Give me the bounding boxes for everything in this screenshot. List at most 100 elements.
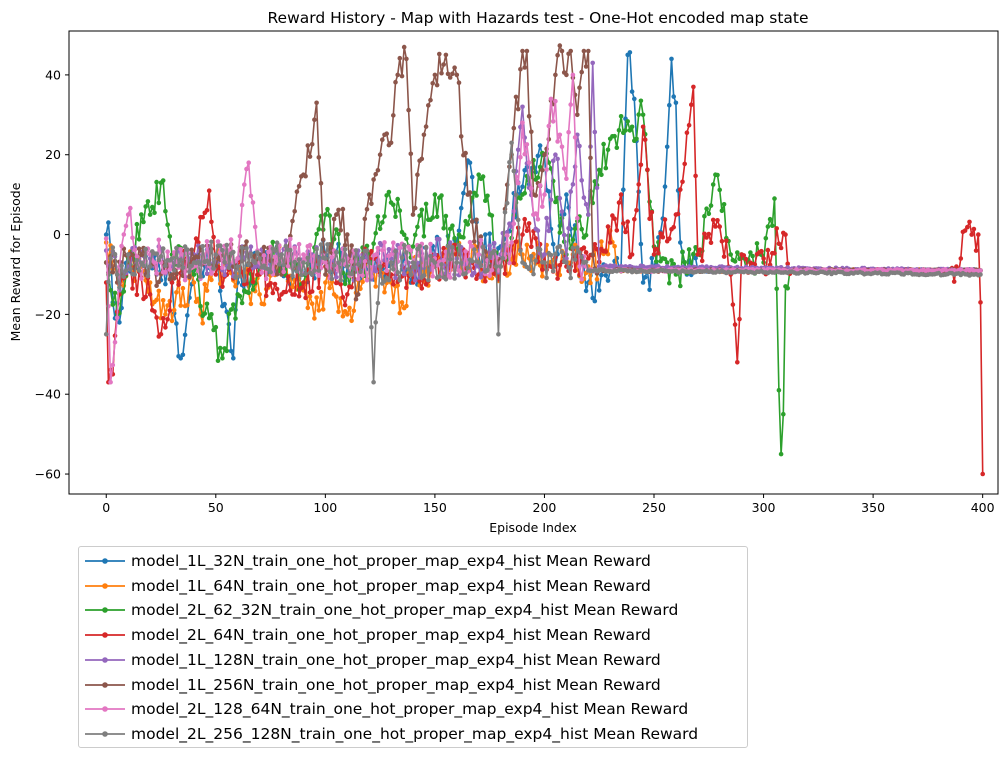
data-point <box>200 244 205 249</box>
data-point <box>362 258 368 264</box>
data-point <box>971 226 977 232</box>
x-axis-label: Episode Index <box>489 520 576 535</box>
data-point <box>272 254 278 260</box>
data-point <box>439 70 444 76</box>
data-point <box>557 230 563 235</box>
data-point <box>110 362 116 368</box>
data-point <box>432 252 438 257</box>
data-point <box>785 261 790 267</box>
data-point <box>564 192 569 197</box>
data-point <box>588 155 593 161</box>
data-point <box>250 287 256 292</box>
data-point <box>430 215 436 220</box>
data-point <box>474 217 479 223</box>
data-point <box>209 271 214 276</box>
data-point <box>568 275 573 281</box>
data-point <box>125 252 131 257</box>
data-point <box>487 254 493 260</box>
data-point <box>391 202 396 208</box>
data-point <box>412 232 418 238</box>
data-point <box>533 258 538 264</box>
data-point <box>393 248 398 254</box>
data-point <box>114 315 120 321</box>
data-point <box>261 253 267 258</box>
data-point <box>377 152 383 157</box>
data-point <box>110 302 116 307</box>
data-point <box>783 232 788 237</box>
data-point <box>163 208 168 214</box>
data-point <box>656 251 661 256</box>
data-point <box>301 280 306 285</box>
data-point <box>450 244 455 250</box>
y-tick-label: 40 <box>45 67 61 82</box>
data-point <box>454 260 460 265</box>
data-point <box>198 274 203 279</box>
data-point <box>445 243 451 249</box>
data-point <box>320 307 326 312</box>
data-point <box>590 252 595 257</box>
data-point <box>220 265 225 271</box>
data-point <box>301 252 306 257</box>
data-point <box>397 277 403 283</box>
data-point <box>465 265 471 271</box>
data-point <box>535 217 541 222</box>
data-point <box>325 242 330 247</box>
data-point <box>765 247 771 253</box>
series-7 <box>103 72 983 385</box>
data-point <box>461 190 466 196</box>
data-point <box>520 184 525 189</box>
data-point <box>123 223 129 229</box>
data-point <box>594 185 600 191</box>
data-point <box>553 98 558 104</box>
data-point <box>364 277 370 283</box>
data-point <box>535 228 541 233</box>
data-point <box>117 320 122 325</box>
data-point <box>520 104 525 110</box>
data-point <box>642 275 648 280</box>
data-point <box>561 166 567 171</box>
data-point <box>618 114 624 119</box>
data-point <box>583 64 589 69</box>
data-point <box>312 117 317 122</box>
data-point <box>776 241 782 246</box>
data-point <box>605 224 611 229</box>
data-point <box>353 296 359 302</box>
data-point <box>724 238 729 243</box>
data-point <box>222 272 227 278</box>
data-point <box>171 276 177 281</box>
data-point <box>550 268 556 274</box>
data-point <box>439 193 444 198</box>
data-point <box>561 232 567 238</box>
data-point <box>765 224 771 229</box>
data-point <box>649 255 655 261</box>
data-point <box>680 179 685 185</box>
data-point <box>559 249 565 255</box>
data-point <box>167 234 173 239</box>
data-point <box>318 242 324 247</box>
data-point <box>507 160 512 165</box>
data-point <box>312 316 317 321</box>
data-point <box>110 269 116 275</box>
data-point <box>572 135 578 140</box>
data-point <box>513 192 519 198</box>
data-point <box>176 263 181 268</box>
data-point <box>555 276 560 281</box>
data-point <box>156 279 162 285</box>
data-point <box>645 167 650 172</box>
data-point <box>443 213 449 219</box>
data-point <box>638 98 644 104</box>
data-point <box>270 239 276 245</box>
data-point <box>557 263 563 268</box>
data-point <box>288 247 293 253</box>
data-point <box>480 244 486 250</box>
data-point <box>364 248 370 253</box>
data-point <box>540 204 545 209</box>
data-point <box>182 277 188 283</box>
data-point <box>391 240 396 245</box>
data-point <box>132 247 137 253</box>
data-point <box>257 256 262 261</box>
data-point <box>386 277 392 283</box>
data-point <box>616 200 622 205</box>
data-point <box>152 260 157 265</box>
data-point <box>406 266 411 272</box>
